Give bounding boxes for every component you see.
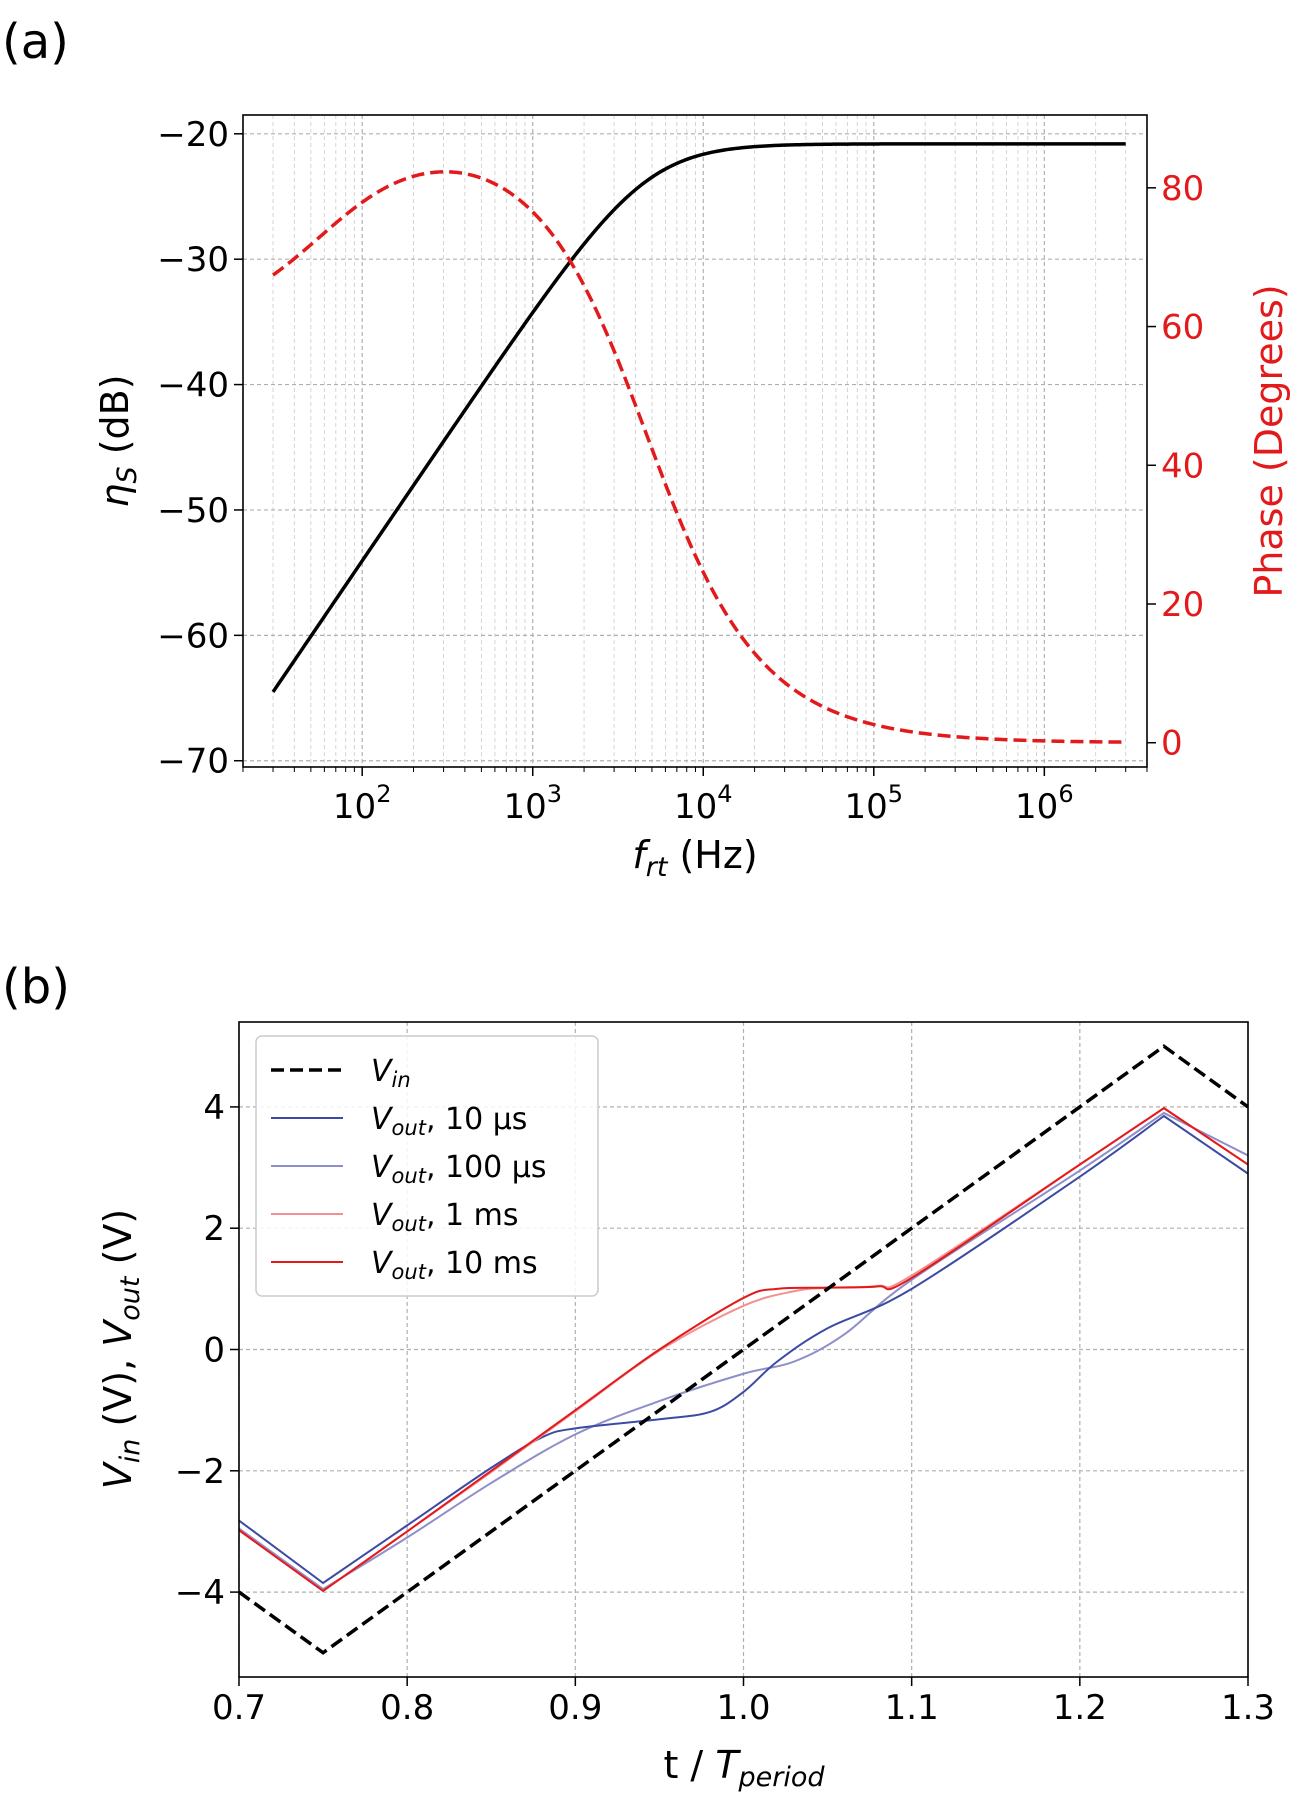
x-tick-label-exponent: 3 [547,780,562,808]
x-tick-label: 106 [1015,780,1074,827]
legend-label-rest: , 100 μs [426,1150,547,1185]
x-tick-label-base: 10 [674,787,717,827]
panel-a-x-ticks: 102 103 104 105 106 [242,767,1148,827]
x-tick-label-base: 10 [845,787,888,827]
y-left-tick-label: −70 [157,742,229,782]
y-left-tick-label: −50 [157,491,229,531]
panel-a-y-left-ticks: −20 −30 −40 −50 −60 −70 [157,115,243,782]
legend-entry: Vout, 100 μs [271,1150,547,1188]
legend-label-symbol: V [371,1246,394,1281]
panel-a-x-axis-label: frt (Hz) [632,833,757,883]
x-tick-label: 1.0 [716,1688,770,1728]
x-tick-label: 104 [674,780,733,827]
series-line-4 [238,1106,1249,1593]
legend-label-subscript: out [392,1260,427,1284]
legend-entry: Vout, 10 μs [271,1102,527,1140]
panel-a-y-right-ticks: 0 20 40 60 80 [1147,169,1204,764]
y-tick-label: −4 [175,1573,225,1613]
legend-label-subscript: out [392,1116,427,1140]
series-line-2 [238,1111,1249,1591]
legend-box [255,1035,599,1297]
panel-a: (a) 102 103 104 105 106 −20−30−40−50−60−70 0… [2,14,1291,883]
series-line-1 [238,1114,1249,1585]
x-tick-label-base: 10 [1015,787,1058,827]
legend-entry: Vin [271,1054,411,1092]
x-tick-label-exponent: 4 [717,780,732,808]
panel-b-label: (b) [2,959,70,1015]
y-right-tick-label: 20 [1161,585,1204,625]
x-tick-label: 1.2 [1053,1688,1107,1728]
panel-a-y-left-axis-label: ηS (dB) [93,374,143,507]
y-left-tick-label: −40 [157,366,229,406]
legend-label-symbol: V [371,1054,394,1089]
x-tick-label-exponent: 2 [376,780,391,808]
panel-b-y-axis-label: Vin (V), Vout (V) [96,1209,146,1489]
panel-a-grid [242,115,1148,767]
legend-label-subscript: out [392,1164,427,1188]
legend-label: Vout, 100 μs [371,1150,547,1188]
legend-label-rest: , 10 ms [426,1246,538,1281]
legend-label-symbol: V [371,1150,394,1185]
x-tick-label: 103 [503,780,562,827]
legend-entry: Vout, 1 ms [271,1198,519,1236]
series-magnitude-line [271,142,1126,693]
legend-label-symbol: V [371,1102,394,1137]
x-tick-label: 1.1 [885,1688,939,1728]
panel-b-curves [237,1044,1250,1655]
y-tick-label: 4 [203,1088,225,1128]
legend-label-subscript: in [392,1068,411,1092]
x-tick-label-exponent: 5 [888,780,903,808]
y-right-tick-label: 60 [1161,308,1204,348]
legend-label-symbol: V [371,1198,394,1233]
x-tick-label: 0.7 [212,1688,266,1728]
x-tick-label: 0.8 [380,1688,434,1728]
panel-a-y-right-axis-label: Phase (Degrees) [1247,284,1291,597]
legend-label-rest: , 10 μs [426,1102,528,1137]
x-tick-label-exponent: 6 [1058,780,1073,808]
x-tick-label: 0.9 [548,1688,602,1728]
y-tick-label: 2 [203,1209,225,1249]
x-tick-label-base: 10 [333,787,376,827]
x-tick-label: 102 [333,780,392,827]
legend-label-subscript: out [392,1212,427,1236]
y-right-tick-label: 80 [1161,169,1204,209]
panel-a-curves [271,142,1126,744]
y-left-tick-label: −30 [157,240,229,280]
y-right-tick-label: 40 [1161,446,1204,486]
x-tick-label: 105 [845,780,904,827]
y-right-tick-label: 0 [1161,724,1183,764]
panel-a-frame [242,114,1148,768]
legend-label: Vout, 10 μs [371,1102,527,1140]
legend-label: Vout, 10 ms [371,1246,538,1284]
panel-b-y-ticks: 4 2 0 −2 −4 [175,1088,239,1613]
legend-label-rest: , 1 ms [426,1198,519,1233]
series-phase-line [272,170,1126,744]
y-left-tick-label: −60 [157,616,229,656]
x-tick-label: 1.3 [1221,1688,1275,1728]
y-left-tick-label: −20 [157,115,229,155]
y-tick-label: 0 [203,1331,225,1371]
legend-entry: Vout, 10 ms [271,1246,538,1284]
legend-label: Vout, 1 ms [371,1198,519,1236]
y-tick-label: −2 [175,1452,225,1492]
legend-label: Vin [371,1054,411,1092]
panel-a-label: (a) [2,14,69,70]
panel-b-x-ticks: 0.7 0.8 0.9 1.0 1.1 1.2 1.3 [212,1677,1275,1728]
x-tick-label-base: 10 [503,787,546,827]
panel-b-x-axis-label: t / Tperiod [663,1743,825,1793]
panel-b: (b) 0.7 0.8 0.9 1.0 1.1 1.2 1.3 4 2 0 −2 −4 t / Tp… [2,959,1275,1793]
